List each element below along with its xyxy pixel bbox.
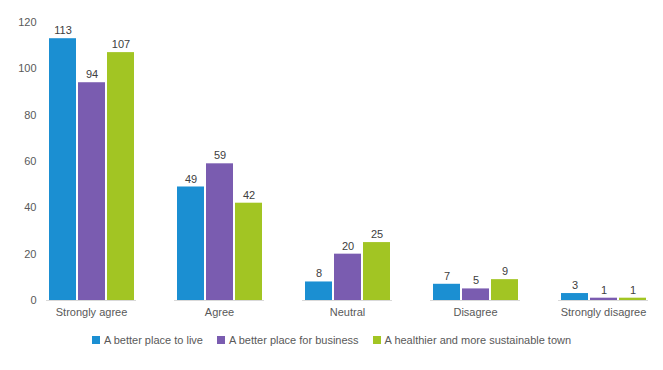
svg-text:Disagree: Disagree: [453, 306, 497, 318]
svg-text:80: 80: [24, 109, 36, 121]
html-text:A better place for business: A better place for business: [229, 334, 359, 346]
svg-text:3: 3: [572, 279, 578, 291]
svg-text:20: 20: [24, 248, 36, 260]
svg-text:107: 107: [112, 38, 130, 50]
svg-text:Agree: Agree: [205, 306, 234, 318]
svg-text:49: 49: [185, 173, 197, 185]
svg-text:59: 59: [214, 149, 226, 161]
svg-text:94: 94: [86, 68, 98, 80]
svg-text:25: 25: [371, 228, 383, 240]
svg-text:7: 7: [444, 270, 450, 282]
svg-text:120: 120: [18, 16, 36, 28]
svg-text:Strongly disagree: Strongly disagree: [561, 306, 647, 318]
svg-text:113: 113: [54, 24, 72, 36]
svg-text:1: 1: [630, 284, 636, 296]
svg-text:1: 1: [601, 284, 607, 296]
svg-text:8: 8: [316, 267, 322, 279]
svg-text:Neutral: Neutral: [330, 306, 365, 318]
html-text:A healthier and more sustainab: A healthier and more sustainable town: [384, 334, 572, 346]
svg-text:42: 42: [243, 189, 255, 201]
svg-text:100: 100: [18, 62, 36, 74]
html-text:A better place to live: A better place to live: [103, 334, 203, 346]
svg-text:40: 40: [24, 201, 36, 213]
svg-text:60: 60: [24, 155, 36, 167]
svg-text:5: 5: [473, 274, 479, 286]
svg-text:0: 0: [30, 294, 36, 306]
svg-text:9: 9: [502, 265, 508, 277]
svg-text:20: 20: [342, 240, 354, 252]
svg-text:Strongly agree: Strongly agree: [56, 306, 128, 318]
